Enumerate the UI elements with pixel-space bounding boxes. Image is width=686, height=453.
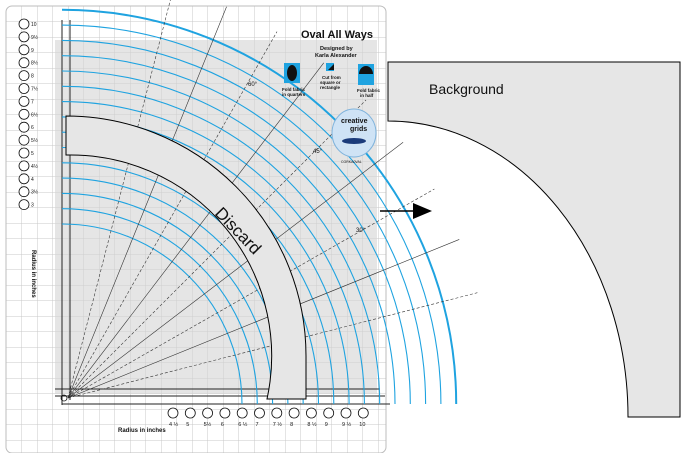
radius-curve xyxy=(61,101,365,405)
left-radius-label: 4½ xyxy=(31,163,39,170)
left-radius-marker: 6 xyxy=(18,121,34,133)
left-radius-markers: 10 9½ 9 8½ 8 7½ 7 6½ 6 5½ 5 4½ 4 3½ 3 xyxy=(18,18,39,211)
fold-quarters-text-1: Fold fabric xyxy=(282,87,305,92)
brand-word-1: creative xyxy=(341,118,368,125)
background-shape xyxy=(387,61,681,418)
left-radius-label: 7½ xyxy=(31,86,39,93)
left-radius-marker: 3 xyxy=(18,199,34,211)
left-radius-marker: 5½ xyxy=(18,134,39,146)
radius-curve xyxy=(61,85,381,405)
angle-ray xyxy=(67,239,460,399)
bottom-radius-label: 7 ½ xyxy=(273,421,283,428)
bottom-radius-label: 9 ½ xyxy=(342,421,352,428)
left-radius-marker: 5 xyxy=(18,147,34,159)
left-radius-label: 6 xyxy=(31,125,34,131)
bottom-radius-label: 6 xyxy=(221,422,224,428)
bottom-radius-marker: 7 xyxy=(254,407,265,428)
left-radius-marker: 4½ xyxy=(18,160,39,172)
angle-ray-lines xyxy=(67,0,478,399)
bottom-radius-marker: 4 ½ xyxy=(167,407,179,428)
bottom-radius-marker: 5½ xyxy=(202,407,214,428)
left-radius-label: 9½ xyxy=(31,34,39,41)
bottom-radius-marker: 9 xyxy=(323,407,335,428)
angle-label-30: 30° xyxy=(356,228,366,234)
bottom-radius-marker: 8 ½ xyxy=(305,407,317,428)
brand-word-2: grids xyxy=(350,126,367,133)
angle-label-45: 45° xyxy=(313,149,323,155)
cut-from-text-1: Cut from xyxy=(322,75,341,80)
bottom-radius-marker: 9 ½ xyxy=(340,407,352,428)
bottom-radius-label: 5½ xyxy=(204,421,212,428)
left-radius-marker: 4 xyxy=(18,173,34,185)
fold-half-text-2: in half xyxy=(360,93,374,98)
radius-curve xyxy=(61,70,396,405)
creative-grids-logo: creative grids CGRKA0VAL xyxy=(331,108,377,164)
left-radius-marker: 9½ xyxy=(18,31,39,43)
left-radius-label: 4 xyxy=(31,177,34,183)
left-radius-label: 6½ xyxy=(31,111,39,118)
bottom-radius-markers: 4 ½ 5 5½ 6 6 ½ 7 7 ½ 8 8 ½ 9 9 ½ 10 xyxy=(167,407,369,428)
background-label: Background xyxy=(429,81,504,97)
bottom-radius-label: 10 xyxy=(359,422,365,428)
radius-curve xyxy=(61,55,411,405)
bottom-axis-label: Radius in inches xyxy=(118,428,166,434)
left-radius-marker: 6½ xyxy=(18,108,39,120)
bottom-radius-label: 5 xyxy=(186,422,189,428)
angle-ray xyxy=(67,188,435,399)
bottom-radius-marker: 6 xyxy=(219,407,231,428)
left-radius-marker: 3½ xyxy=(18,186,39,198)
bottom-radius-label: 9 xyxy=(325,422,328,428)
fold-half-text-1: Fold fabric xyxy=(357,88,380,93)
angle-label-60: 60° xyxy=(248,82,258,88)
left-radius-label: 5½ xyxy=(31,137,39,144)
bottom-radius-marker: 5 xyxy=(184,407,196,428)
arrow-icon xyxy=(380,203,432,219)
cut-from-text-2: square or xyxy=(320,80,341,85)
bottom-radius-marker: 8 xyxy=(288,407,300,428)
brand-code: CGRKA0VAL xyxy=(341,160,362,164)
left-radius-marker: 7½ xyxy=(18,83,39,94)
bottom-radius-marker: 10 xyxy=(357,407,369,428)
cut-from-text-3: rectangle xyxy=(320,85,341,90)
left-radius-label: 3½ xyxy=(31,189,39,196)
cut-from-icon xyxy=(326,63,334,71)
angle-ray xyxy=(67,0,171,399)
angle-ray xyxy=(67,62,325,399)
left-axis-label: Radius in inches xyxy=(30,250,36,298)
bottom-radius-marker: 6 ½ xyxy=(236,407,248,428)
left-radius-label: 9 xyxy=(31,48,34,54)
left-radius-marker: 8 xyxy=(18,70,34,81)
angle-ray xyxy=(67,141,404,399)
bottom-radius-label: 6 ½ xyxy=(238,421,248,428)
origin-marker xyxy=(60,394,68,402)
angle-ray xyxy=(67,6,227,399)
bottom-radius-label: 7 xyxy=(256,422,259,428)
left-radius-label: 5 xyxy=(31,151,34,157)
angle-ray xyxy=(67,99,367,399)
discard-arc-band xyxy=(65,115,307,400)
left-radius-label: 7 xyxy=(31,99,34,105)
left-radius-marker: 9 xyxy=(18,44,34,56)
left-radius-marker: 10 xyxy=(18,18,37,30)
fold-quarters-text-2: in quarters xyxy=(282,92,306,97)
bottom-radius-label: 8 xyxy=(290,422,293,428)
ruler-frame-lines xyxy=(55,20,390,405)
bottom-radius-label: 8 ½ xyxy=(307,421,317,428)
bottom-radius-marker: 7 ½ xyxy=(271,407,283,428)
designer-line-1: Designed by xyxy=(320,46,354,52)
left-radius-label: 8 xyxy=(31,74,34,80)
angle-ray xyxy=(67,31,278,399)
left-radius-label: 3 xyxy=(31,203,34,209)
ruler-title: Oval All Ways xyxy=(301,29,373,41)
left-radius-label: 10 xyxy=(31,22,37,28)
left-radius-marker: 8½ xyxy=(18,57,39,69)
designer-line-2: Karla Alexander xyxy=(315,53,358,59)
left-radius-label: 8½ xyxy=(31,60,39,67)
bottom-radius-label: 4 ½ xyxy=(169,421,179,428)
left-radius-marker: 7 xyxy=(18,96,34,107)
